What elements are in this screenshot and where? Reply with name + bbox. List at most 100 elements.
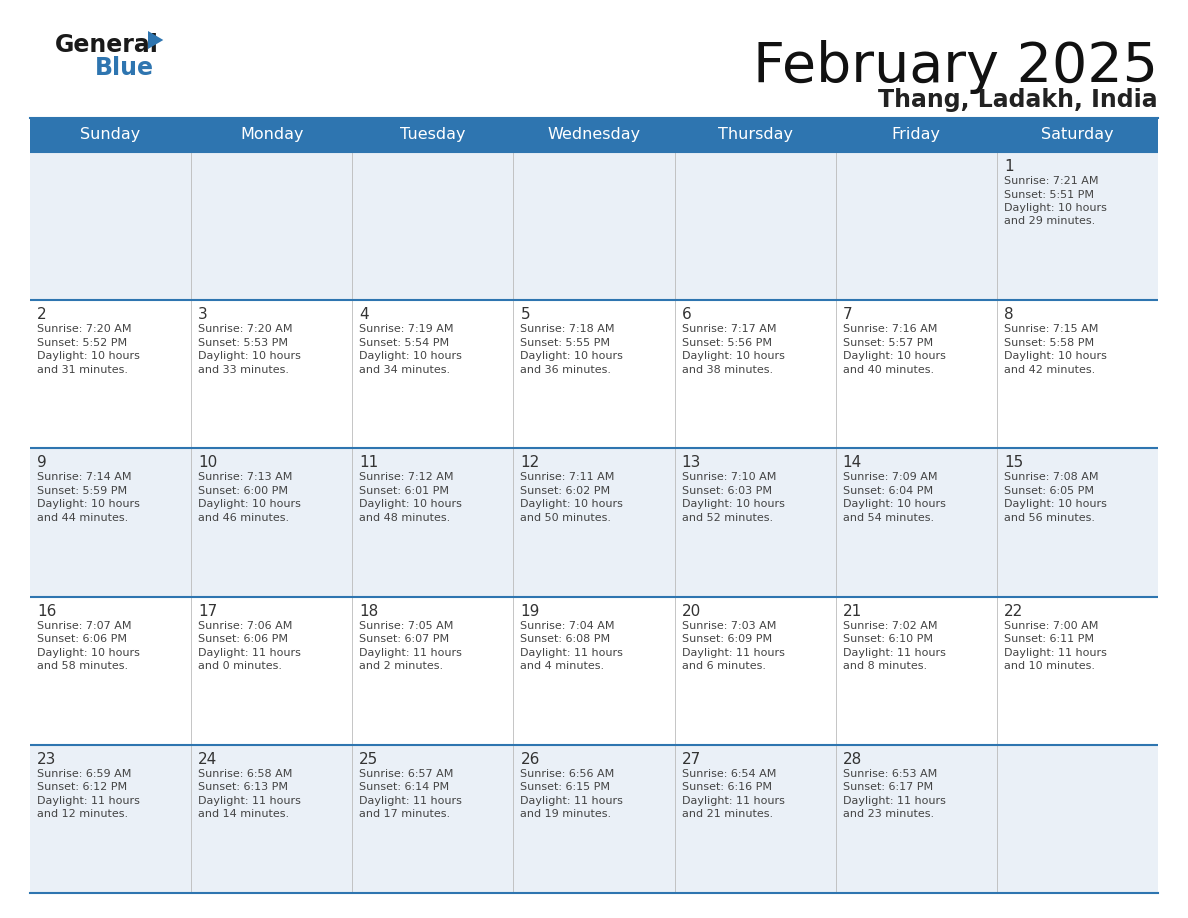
Text: Sunrise: 6:59 AM: Sunrise: 6:59 AM: [37, 768, 132, 778]
Text: Sunset: 6:13 PM: Sunset: 6:13 PM: [198, 782, 289, 792]
Text: Sunday: Sunday: [81, 128, 140, 142]
Text: Daylight: 11 hours: Daylight: 11 hours: [682, 796, 784, 806]
Text: Sunset: 6:07 PM: Sunset: 6:07 PM: [359, 634, 449, 644]
Text: Sunset: 6:00 PM: Sunset: 6:00 PM: [198, 486, 289, 496]
Bar: [30, 152, 1158, 300]
Text: Daylight: 10 hours: Daylight: 10 hours: [842, 499, 946, 509]
Text: Sunset: 6:02 PM: Sunset: 6:02 PM: [520, 486, 611, 496]
Text: and 4 minutes.: and 4 minutes.: [520, 661, 605, 671]
Text: 8: 8: [1004, 308, 1013, 322]
Text: Sunrise: 6:53 AM: Sunrise: 6:53 AM: [842, 768, 937, 778]
Text: Daylight: 10 hours: Daylight: 10 hours: [1004, 499, 1107, 509]
Text: 27: 27: [682, 752, 701, 767]
Text: and 14 minutes.: and 14 minutes.: [198, 810, 289, 819]
Text: Daylight: 11 hours: Daylight: 11 hours: [198, 796, 301, 806]
Bar: [30, 597, 1158, 744]
Text: and 0 minutes.: and 0 minutes.: [198, 661, 282, 671]
Text: and 2 minutes.: and 2 minutes.: [359, 661, 443, 671]
Text: and 46 minutes.: and 46 minutes.: [198, 513, 289, 523]
Text: and 21 minutes.: and 21 minutes.: [682, 810, 772, 819]
Text: 26: 26: [520, 752, 539, 767]
Text: Sunset: 6:12 PM: Sunset: 6:12 PM: [37, 782, 127, 792]
Text: Sunrise: 7:21 AM: Sunrise: 7:21 AM: [1004, 176, 1099, 186]
Text: Sunset: 6:16 PM: Sunset: 6:16 PM: [682, 782, 771, 792]
Text: 1: 1: [1004, 159, 1013, 174]
Text: Blue: Blue: [95, 56, 154, 80]
Text: 22: 22: [1004, 604, 1023, 619]
Text: 24: 24: [198, 752, 217, 767]
Text: Daylight: 11 hours: Daylight: 11 hours: [682, 647, 784, 657]
Text: Sunset: 5:53 PM: Sunset: 5:53 PM: [198, 338, 289, 348]
Bar: [30, 118, 1158, 152]
Text: 18: 18: [359, 604, 379, 619]
Text: Sunset: 6:14 PM: Sunset: 6:14 PM: [359, 782, 449, 792]
Text: Sunrise: 7:06 AM: Sunrise: 7:06 AM: [198, 621, 292, 631]
Text: Daylight: 10 hours: Daylight: 10 hours: [842, 352, 946, 361]
Text: and 17 minutes.: and 17 minutes.: [359, 810, 450, 819]
Text: Sunset: 6:03 PM: Sunset: 6:03 PM: [682, 486, 771, 496]
Text: and 56 minutes.: and 56 minutes.: [1004, 513, 1095, 523]
Text: Daylight: 10 hours: Daylight: 10 hours: [359, 499, 462, 509]
Text: Sunrise: 7:00 AM: Sunrise: 7:00 AM: [1004, 621, 1098, 631]
Polygon shape: [148, 31, 163, 49]
Text: 16: 16: [37, 604, 56, 619]
Text: 10: 10: [198, 455, 217, 470]
Text: Sunrise: 6:57 AM: Sunrise: 6:57 AM: [359, 768, 454, 778]
Text: Daylight: 11 hours: Daylight: 11 hours: [37, 796, 140, 806]
Text: Sunrise: 7:17 AM: Sunrise: 7:17 AM: [682, 324, 776, 334]
Text: 2: 2: [37, 308, 46, 322]
Text: and 52 minutes.: and 52 minutes.: [682, 513, 772, 523]
Bar: [30, 744, 1158, 893]
Text: Sunrise: 7:09 AM: Sunrise: 7:09 AM: [842, 473, 937, 482]
Text: 15: 15: [1004, 455, 1023, 470]
Text: and 36 minutes.: and 36 minutes.: [520, 364, 612, 375]
Text: Sunrise: 7:14 AM: Sunrise: 7:14 AM: [37, 473, 132, 482]
Text: Sunrise: 7:20 AM: Sunrise: 7:20 AM: [198, 324, 292, 334]
Text: 3: 3: [198, 308, 208, 322]
Text: and 10 minutes.: and 10 minutes.: [1004, 661, 1095, 671]
Text: Daylight: 11 hours: Daylight: 11 hours: [359, 796, 462, 806]
Text: Daylight: 10 hours: Daylight: 10 hours: [520, 499, 624, 509]
Text: Sunset: 5:56 PM: Sunset: 5:56 PM: [682, 338, 771, 348]
Text: and 34 minutes.: and 34 minutes.: [359, 364, 450, 375]
Text: Sunrise: 7:10 AM: Sunrise: 7:10 AM: [682, 473, 776, 482]
Text: Daylight: 10 hours: Daylight: 10 hours: [520, 352, 624, 361]
Text: Sunrise: 7:12 AM: Sunrise: 7:12 AM: [359, 473, 454, 482]
Text: Daylight: 11 hours: Daylight: 11 hours: [842, 796, 946, 806]
Text: Sunset: 5:57 PM: Sunset: 5:57 PM: [842, 338, 933, 348]
Text: Sunset: 6:11 PM: Sunset: 6:11 PM: [1004, 634, 1094, 644]
Text: 5: 5: [520, 308, 530, 322]
Text: Sunset: 6:17 PM: Sunset: 6:17 PM: [842, 782, 933, 792]
Text: Sunrise: 7:07 AM: Sunrise: 7:07 AM: [37, 621, 132, 631]
Text: 28: 28: [842, 752, 862, 767]
Text: Sunset: 6:10 PM: Sunset: 6:10 PM: [842, 634, 933, 644]
Text: Daylight: 10 hours: Daylight: 10 hours: [37, 352, 140, 361]
Text: Daylight: 11 hours: Daylight: 11 hours: [842, 647, 946, 657]
Text: Friday: Friday: [892, 128, 941, 142]
Text: Daylight: 10 hours: Daylight: 10 hours: [37, 499, 140, 509]
Text: and 6 minutes.: and 6 minutes.: [682, 661, 765, 671]
Text: Sunrise: 7:20 AM: Sunrise: 7:20 AM: [37, 324, 132, 334]
Text: 25: 25: [359, 752, 379, 767]
Text: and 19 minutes.: and 19 minutes.: [520, 810, 612, 819]
Text: Thursday: Thursday: [718, 128, 792, 142]
Text: 17: 17: [198, 604, 217, 619]
Text: Daylight: 10 hours: Daylight: 10 hours: [198, 499, 301, 509]
Text: Sunrise: 7:03 AM: Sunrise: 7:03 AM: [682, 621, 776, 631]
Text: and 29 minutes.: and 29 minutes.: [1004, 217, 1095, 227]
Text: and 33 minutes.: and 33 minutes.: [198, 364, 289, 375]
Text: General: General: [55, 33, 159, 57]
Text: 19: 19: [520, 604, 539, 619]
Text: Sunrise: 7:11 AM: Sunrise: 7:11 AM: [520, 473, 615, 482]
Text: Daylight: 11 hours: Daylight: 11 hours: [359, 647, 462, 657]
Text: Sunset: 5:59 PM: Sunset: 5:59 PM: [37, 486, 127, 496]
Text: Sunrise: 7:15 AM: Sunrise: 7:15 AM: [1004, 324, 1098, 334]
Text: Sunset: 6:01 PM: Sunset: 6:01 PM: [359, 486, 449, 496]
Text: and 23 minutes.: and 23 minutes.: [842, 810, 934, 819]
Text: Daylight: 10 hours: Daylight: 10 hours: [1004, 203, 1107, 213]
Text: and 54 minutes.: and 54 minutes.: [842, 513, 934, 523]
Text: Sunset: 5:51 PM: Sunset: 5:51 PM: [1004, 189, 1094, 199]
Text: and 8 minutes.: and 8 minutes.: [842, 661, 927, 671]
Text: February 2025: February 2025: [753, 40, 1158, 94]
Text: Sunset: 6:04 PM: Sunset: 6:04 PM: [842, 486, 933, 496]
